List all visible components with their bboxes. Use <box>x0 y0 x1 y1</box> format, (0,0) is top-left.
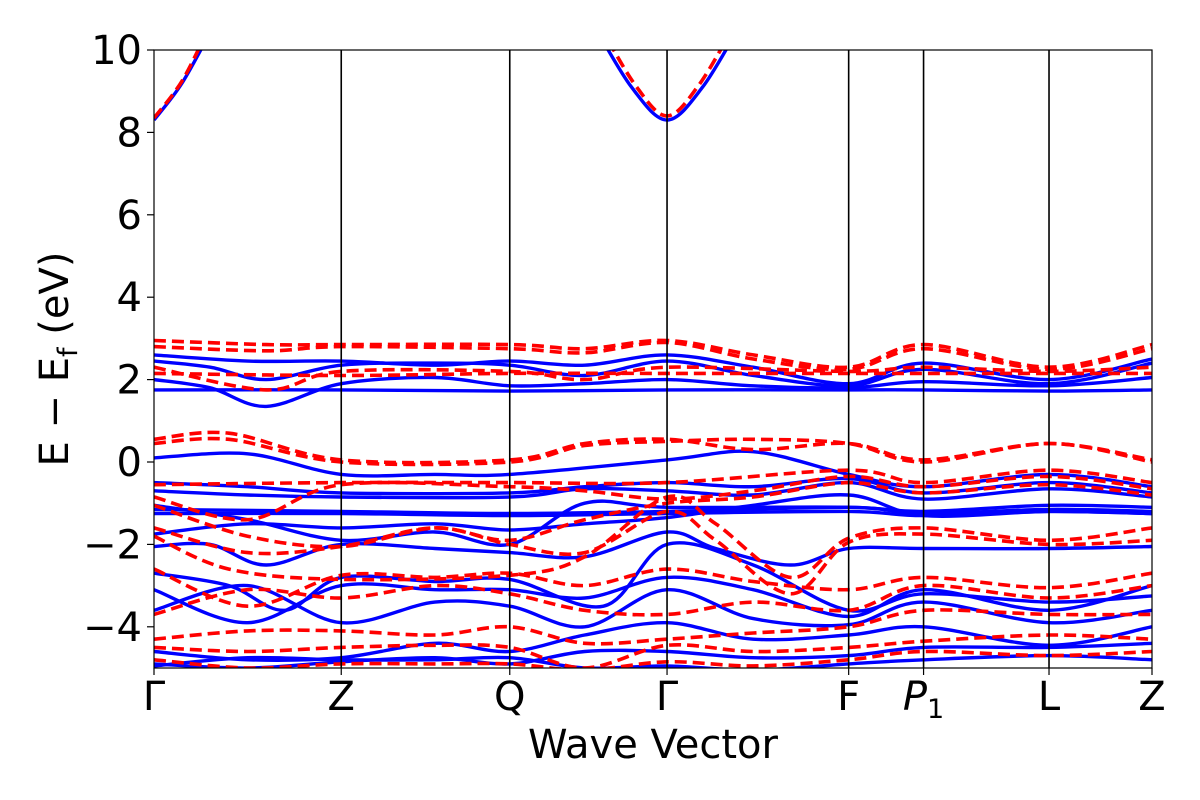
y-tick-label: 8 <box>117 110 142 156</box>
dashed-band-line <box>154 365 1152 392</box>
solid-band-line <box>154 388 1152 393</box>
y-tick-label: 6 <box>117 193 142 239</box>
x-tick-label: F <box>837 674 860 720</box>
y-axis-title-main: E − E <box>32 357 78 467</box>
x-tick-label: Z <box>328 674 355 720</box>
y-tick-label: 10 <box>91 28 142 74</box>
x-tick-label: Γ <box>656 674 679 720</box>
y-axis: −4 −2 0 2 4 6 8 10 <box>83 28 154 651</box>
dashed-band-line <box>154 50 201 120</box>
y-tick-label: 4 <box>117 275 142 321</box>
solid-band-line <box>154 50 203 122</box>
dashed-band-series <box>154 50 1152 668</box>
x-axis-title: Wave Vector <box>528 722 779 768</box>
plot-frame <box>153 49 1153 669</box>
y-tick-label: −2 <box>83 522 142 568</box>
solid-band-line <box>154 575 1152 625</box>
y-tick-label: 2 <box>117 358 142 404</box>
x-axis: Γ Z Q Γ F P1 L Z <box>143 668 1166 725</box>
y-axis-title-unit: (eV) <box>32 252 78 348</box>
solid-band-line <box>154 499 1152 547</box>
dashed-band-line <box>154 583 1152 617</box>
y-axis-title: E − Ef (eV) <box>32 252 84 467</box>
x-tick-label: Z <box>1138 674 1165 720</box>
dashed-band-line <box>154 371 1152 378</box>
dashed-band-line <box>154 608 1152 646</box>
x-tick-label: Q <box>494 674 525 720</box>
dashed-band-line <box>154 436 1152 467</box>
solid-band-line <box>154 653 1152 668</box>
y-tick-label: −4 <box>83 605 142 651</box>
solid-band-line <box>154 583 1152 629</box>
y-axis-title-sub: f <box>53 346 84 357</box>
x-tick-label: L <box>1038 674 1061 720</box>
solid-band-line <box>154 375 1152 409</box>
x-tick-label: Γ <box>143 674 166 720</box>
solid-band-line <box>154 359 1152 388</box>
solid-band-series <box>154 50 1152 668</box>
y-tick-label: 0 <box>117 440 142 486</box>
dashed-band-line <box>154 649 1152 668</box>
bands-layer <box>154 50 1152 668</box>
dashed-band-line <box>154 633 1152 668</box>
x-tick-label: P1 <box>903 674 944 725</box>
dashed-band-line <box>154 567 1152 609</box>
kpoint-lines <box>340 50 1050 668</box>
solid-band-line <box>154 530 1152 567</box>
